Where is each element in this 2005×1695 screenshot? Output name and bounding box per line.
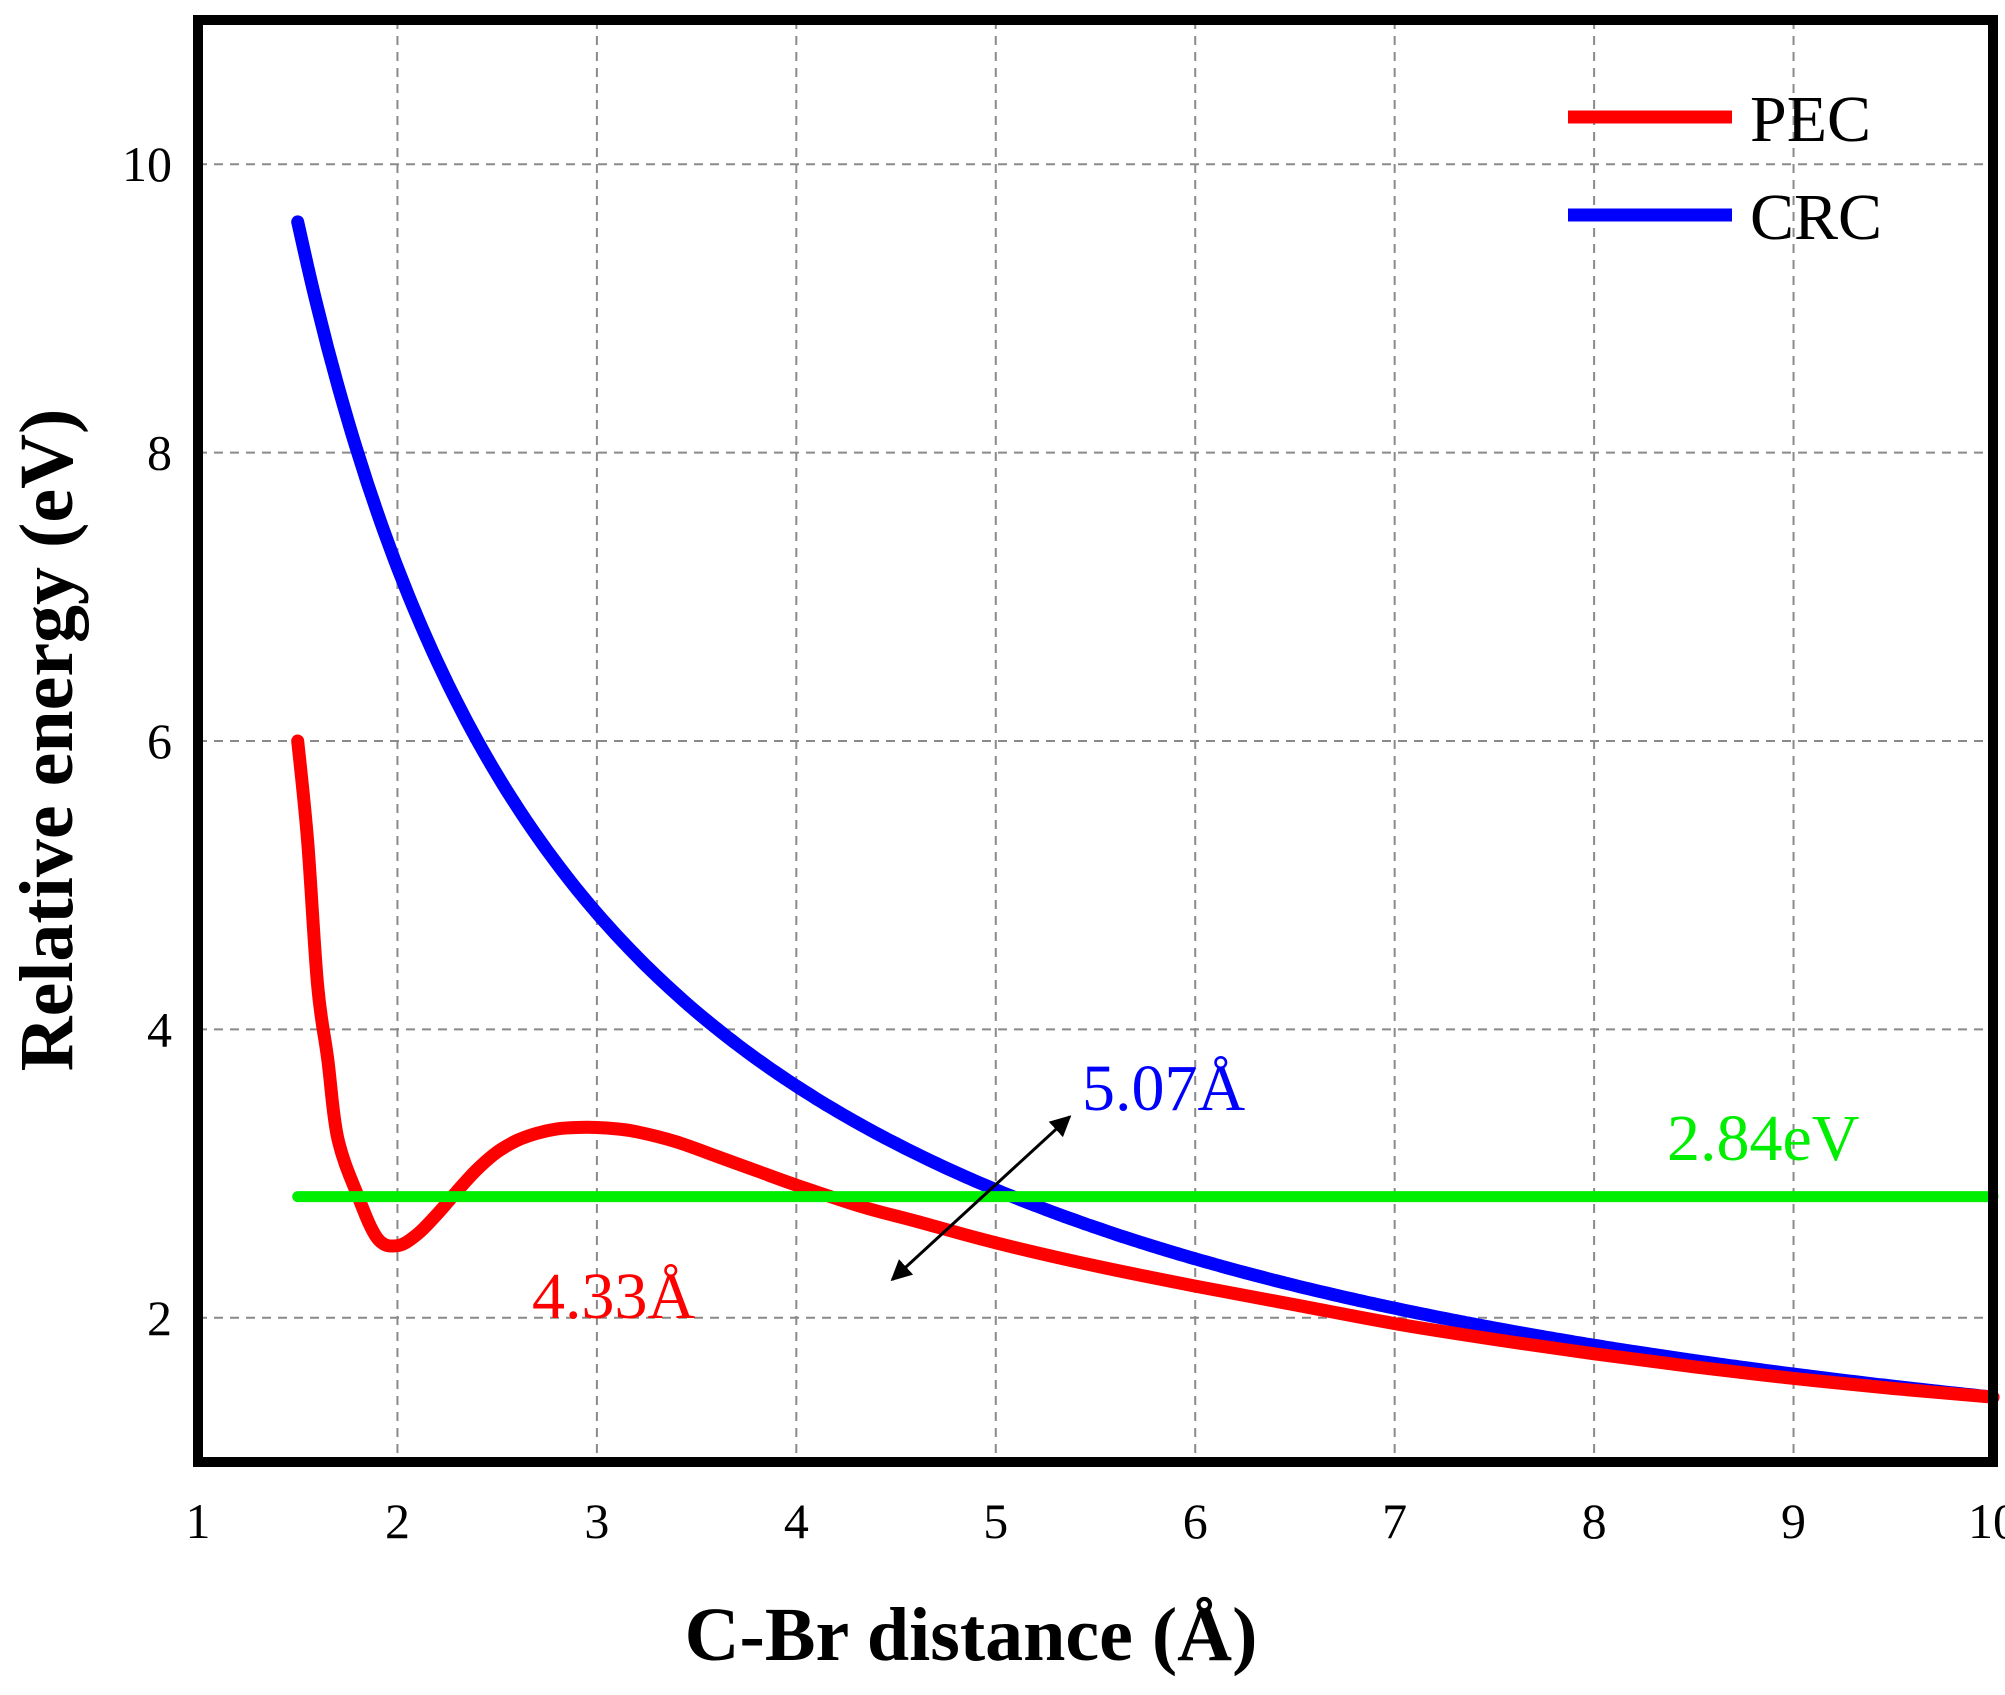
legend: PEC CRC — [1568, 83, 1882, 254]
annotation-energy-threshold: 2.84eV — [1667, 1102, 1859, 1175]
x-tick-label: 9 — [1781, 1493, 1806, 1549]
x-tick-label: 4 — [784, 1493, 809, 1549]
plot-frame — [193, 15, 1998, 1467]
x-axis-title: C-Br distance (Å) — [685, 1593, 1258, 1677]
series-layer — [291, 215, 2000, 1404]
x-tick-label: 5 — [983, 1493, 1008, 1549]
annotation-layer: 5.07Å 4.33Å 2.84eV — [532, 1052, 1859, 1333]
annotation-pec-crossing: 4.33Å — [532, 1260, 696, 1333]
y-axis-title: Relative energy (eV) — [5, 409, 89, 1072]
pec-series-line — [291, 734, 2000, 1404]
y-tick-label: 4 — [147, 1001, 172, 1057]
y-tick-label: 10 — [122, 136, 172, 192]
grid-layer — [198, 20, 1993, 1462]
y-tick-label: 6 — [147, 713, 172, 769]
x-tick-label: 10 — [1968, 1493, 2005, 1549]
x-tick-label: 2 — [385, 1493, 410, 1549]
legend-label-pec: PEC — [1750, 83, 1871, 156]
x-tick-label: 7 — [1382, 1493, 1407, 1549]
legend-label-crc: CRC — [1750, 181, 1882, 254]
x-tick-label: 8 — [1582, 1493, 1607, 1549]
annotation-crc-crossing: 5.07Å — [1082, 1052, 1246, 1125]
x-tick-label: 3 — [584, 1493, 609, 1549]
x-tick-label: 1 — [186, 1493, 211, 1549]
y-tick-label: 8 — [147, 425, 172, 481]
tick-layer: 1 2 3 4 5 6 7 8 9 10 2 4 6 8 10 — [122, 136, 2005, 1549]
x-tick-label: 6 — [1183, 1493, 1208, 1549]
annotation-arrow — [890, 1115, 1072, 1282]
y-tick-label: 2 — [147, 1290, 172, 1346]
crc-series-line — [291, 215, 2000, 1404]
